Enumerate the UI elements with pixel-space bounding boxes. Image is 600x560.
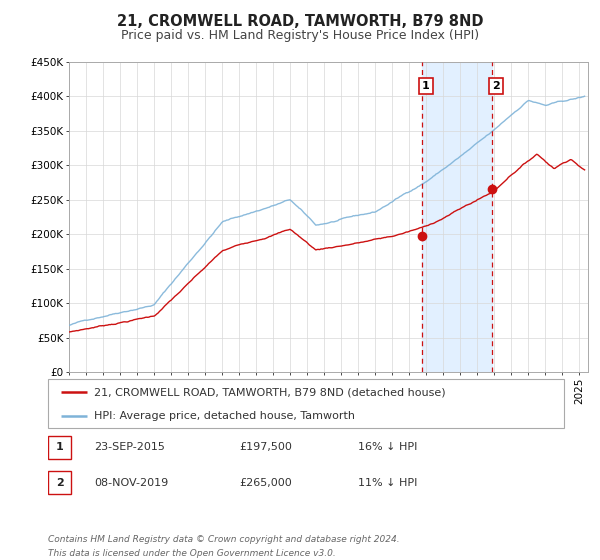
Text: 23-SEP-2015: 23-SEP-2015 bbox=[94, 442, 166, 452]
Text: 21, CROMWELL ROAD, TAMWORTH, B79 8ND: 21, CROMWELL ROAD, TAMWORTH, B79 8ND bbox=[117, 14, 483, 29]
Text: HPI: Average price, detached house, Tamworth: HPI: Average price, detached house, Tamw… bbox=[94, 411, 355, 421]
Text: 1: 1 bbox=[422, 81, 430, 91]
Text: £197,500: £197,500 bbox=[239, 442, 292, 452]
Text: 11% ↓ HPI: 11% ↓ HPI bbox=[358, 478, 417, 488]
Text: £265,000: £265,000 bbox=[239, 478, 292, 488]
Text: 08-NOV-2019: 08-NOV-2019 bbox=[94, 478, 169, 488]
Text: 21, CROMWELL ROAD, TAMWORTH, B79 8ND (detached house): 21, CROMWELL ROAD, TAMWORTH, B79 8ND (de… bbox=[94, 388, 446, 398]
Text: 2: 2 bbox=[56, 478, 64, 488]
Text: Contains HM Land Registry data © Crown copyright and database right 2024.: Contains HM Land Registry data © Crown c… bbox=[48, 535, 400, 544]
Text: 1: 1 bbox=[56, 442, 64, 452]
Bar bbox=[48, 471, 71, 494]
Bar bbox=[48, 436, 71, 459]
Text: This data is licensed under the Open Government Licence v3.0.: This data is licensed under the Open Gov… bbox=[48, 549, 336, 558]
Text: 2: 2 bbox=[493, 81, 500, 91]
Bar bbox=[422, 62, 492, 372]
Text: 16% ↓ HPI: 16% ↓ HPI bbox=[358, 442, 417, 452]
Text: Price paid vs. HM Land Registry's House Price Index (HPI): Price paid vs. HM Land Registry's House … bbox=[121, 29, 479, 42]
